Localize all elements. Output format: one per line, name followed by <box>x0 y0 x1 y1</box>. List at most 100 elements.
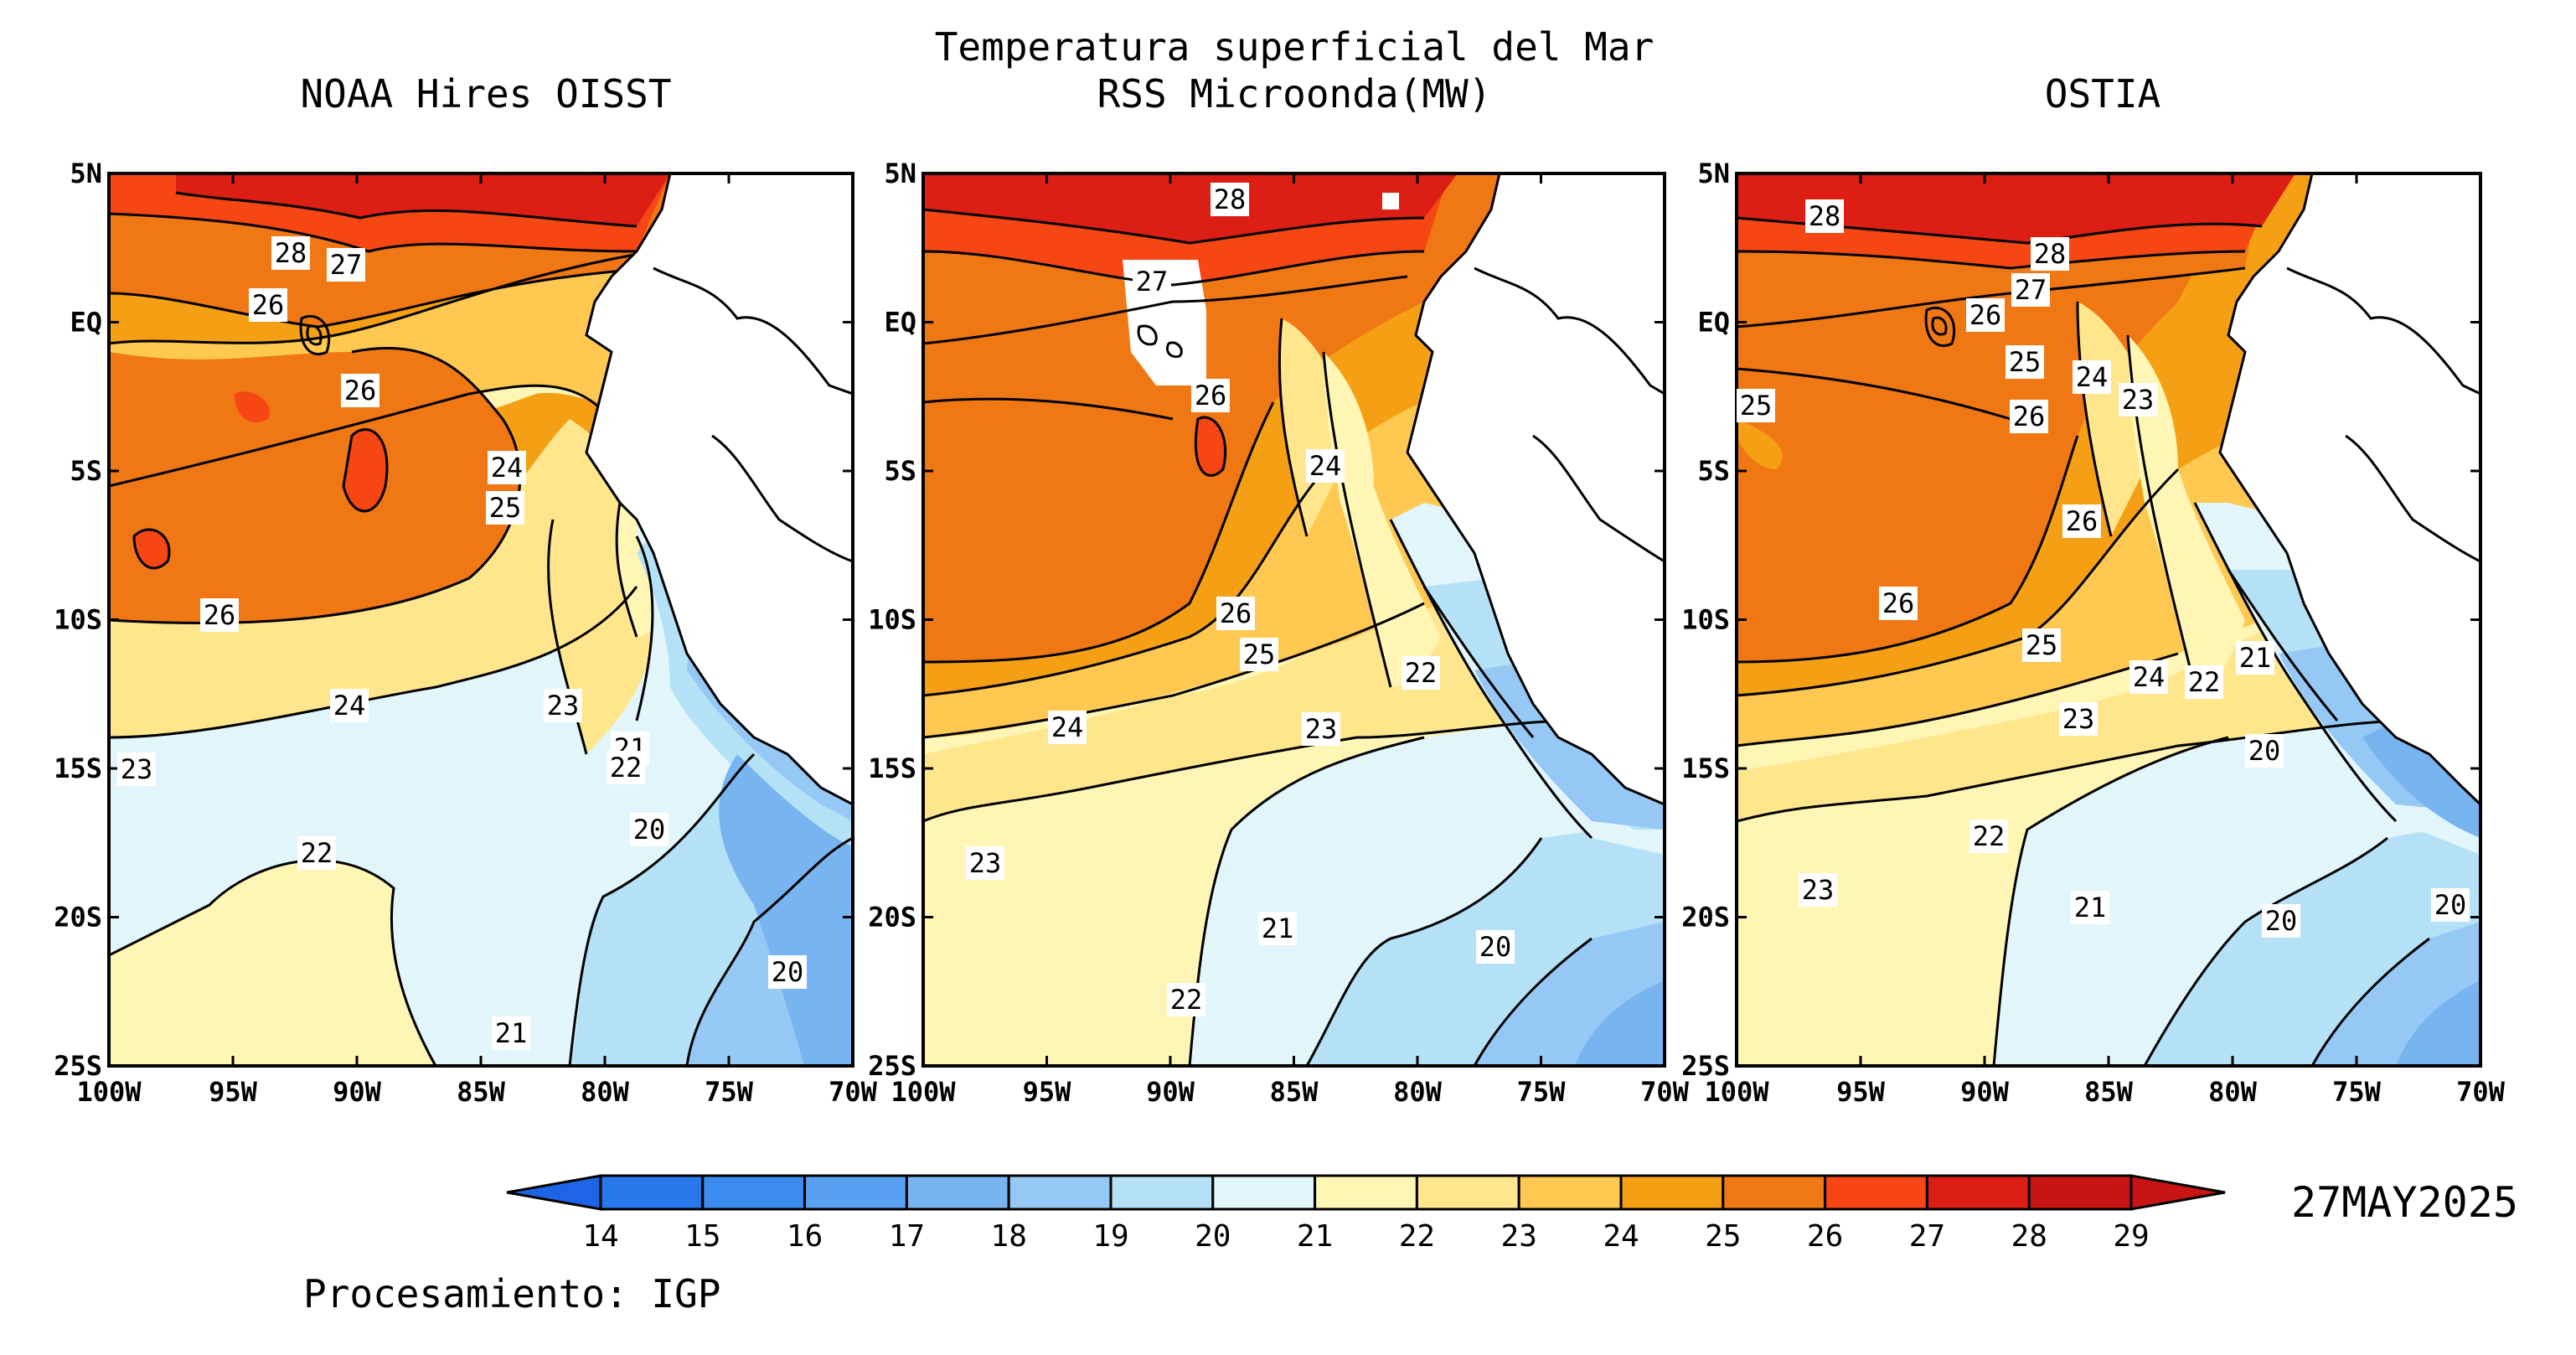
y-tick-label: 10S <box>1681 604 1730 636</box>
contour-label: 26 <box>252 289 285 321</box>
colorbar-tick-label: 14 <box>582 1219 618 1254</box>
colorbar-segment <box>1722 1174 1827 1211</box>
x-tick-label: 90W <box>333 1076 382 1108</box>
x-tick-label: 80W <box>1393 1076 1443 1108</box>
colorbar-segment <box>1109 1174 1215 1211</box>
contour-label: 20 <box>2248 735 2281 767</box>
colorbar-segment <box>1925 1174 2031 1211</box>
colorbar-segment <box>1619 1174 1725 1211</box>
y-tick-label: 25S <box>1681 1050 1730 1082</box>
colorbar-tick-label: 28 <box>2011 1219 2047 1254</box>
colorbar-segment <box>803 1174 908 1211</box>
contour-label: 26 <box>344 375 377 406</box>
x-tick-label: 70W <box>2456 1076 2506 1108</box>
colorbar-arrow-left <box>506 1174 602 1211</box>
colorbar-segment <box>1211 1174 1317 1211</box>
contour-label: 25 <box>2009 346 2042 378</box>
colorbar-segment <box>2027 1174 2133 1211</box>
contour-label: 23 <box>2122 384 2155 416</box>
colorbar-segment <box>905 1174 1010 1211</box>
contour-label: 24 <box>1051 711 1084 743</box>
x-tick-label: 75W <box>2332 1076 2382 1108</box>
y-tick-label: 15S <box>1681 752 1730 784</box>
colorbar-tick-label: 18 <box>991 1219 1027 1254</box>
processing-credit: Procesamiento: IGP <box>303 1271 721 1316</box>
contour-label: 27 <box>1136 266 1169 297</box>
contour-label: 27 <box>2015 274 2047 306</box>
colorbar-tick-label: 16 <box>787 1219 823 1254</box>
colorbar-segment <box>1517 1174 1623 1211</box>
colorbar-tick-label: 19 <box>1092 1219 1128 1254</box>
contour-label: 20 <box>2434 889 2467 921</box>
y-tick-label: 5S <box>1697 455 1730 487</box>
contour-labels-rss: 28 27 26 24 26 25 24 23 22 23 21 22 20 <box>966 183 1515 1016</box>
y-tick-label: 20S <box>1681 902 1730 934</box>
colorbar-tick-label: 29 <box>2113 1219 2149 1254</box>
y-tick-label: EQ <box>1697 307 1730 339</box>
main-title: Temperatura superficial del Mar <box>935 24 1655 70</box>
colorbar-tick-label: 17 <box>889 1219 925 1254</box>
colorbar-segment <box>1314 1174 1418 1211</box>
colorbar-segment <box>1007 1174 1112 1211</box>
contour-label: 27 <box>330 249 363 281</box>
contour-label: 26 <box>2013 401 2046 432</box>
contour-label: 21 <box>2074 892 2107 923</box>
contour-label: 23 <box>969 847 1002 879</box>
y-tick-label: 5N <box>1697 158 1730 189</box>
map-panel-ostia: 100W 95W 90W 85W 80W 75W 70W 5N EQ 5S 10S 15S 20S 25S… <box>1681 158 2505 1108</box>
x-tick-label: 100W <box>891 1076 956 1108</box>
y-tick-label: 5N <box>884 158 916 189</box>
contour-label: 26 <box>1220 597 1252 629</box>
y-tick-label: EQ <box>884 307 916 339</box>
panel-title-ostia: OSTIA <box>2045 71 2160 116</box>
contour-label: 20 <box>1479 931 1512 963</box>
x-tick-label: 90W <box>1960 1076 2010 1108</box>
contour-label: 21 <box>1262 913 1294 944</box>
contour-label: 25 <box>489 492 522 524</box>
panel-title-noaa: NOAA Hires OISST <box>300 71 671 116</box>
color-scale-legend: 14 15 16 17 18 19 20 21 22 23 24 25 26 27 28 29 <box>506 1174 2226 1254</box>
contour-label: 23 <box>547 690 580 721</box>
contour-label: 24 <box>2076 361 2109 393</box>
colorbar-tick-label: 20 <box>1195 1219 1231 1254</box>
colorbar-tick-label: 23 <box>1501 1219 1537 1254</box>
colorbar-tick-label: 22 <box>1399 1219 1435 1254</box>
date-label: 27MAY2025 <box>2291 1178 2518 1227</box>
colorbar-tick-label: 15 <box>684 1219 720 1254</box>
contour-label: 25 <box>1243 639 1276 670</box>
contour-label: 22 <box>610 752 643 784</box>
colorbar-segment <box>599 1174 705 1211</box>
contour-label: 23 <box>1802 874 1835 906</box>
contour-label: 22 <box>2188 666 2221 698</box>
map-panel-noaa: 100W 95W 90W 85W 80W 75W 70W 5N EQ 5S 10S 15S 20S 25S… <box>54 158 877 1108</box>
y-tick-label: 20S <box>868 902 916 934</box>
colorbar-tick-label: 21 <box>1297 1219 1333 1254</box>
y-tick-label: 10S <box>868 604 916 636</box>
colorbar-tick-label: 27 <box>1909 1219 1945 1254</box>
contour-label: 20 <box>772 956 804 988</box>
contour-label: 24 <box>491 452 524 484</box>
y-tick-label: EQ <box>70 307 102 339</box>
contour-label: 22 <box>1405 657 1438 689</box>
y-tick-label: 5N <box>70 158 102 189</box>
contour-label: 28 <box>1214 184 1247 215</box>
colorbar-tick-label: 26 <box>1807 1219 1843 1254</box>
axis-ticks-rss: 100W 95W 90W 85W 80W 75W 70W 5N EQ 5S 10S 15S 20S 25S <box>868 158 1689 1108</box>
colorbar-segment <box>701 1174 807 1211</box>
contour-label: 25 <box>1740 390 1773 421</box>
contour-label: 23 <box>2062 703 2095 735</box>
map-panel-rss: 100W 95W 90W 85W 80W 75W 70W 5N EQ 5S 10S 15S 20S 25S… <box>868 158 1689 1108</box>
colorbar-arrow-right <box>2129 1174 2226 1211</box>
contour-label: 23 <box>121 753 153 785</box>
x-tick-label: 75W <box>1517 1076 1567 1108</box>
x-tick-label: 85W <box>1270 1076 1319 1108</box>
contour-label: 21 <box>495 1017 528 1049</box>
y-tick-label: 25S <box>54 1050 102 1082</box>
x-tick-label: 75W <box>705 1076 754 1108</box>
axis-ticks-noaa: 100W 95W 90W 85W 80W 75W 70W 5N EQ 5S 10S 15S 20S 25S <box>54 158 877 1108</box>
contour-label: 26 <box>2066 505 2098 537</box>
contour-label: 26 <box>1969 299 2002 331</box>
y-tick-label: 25S <box>868 1050 916 1082</box>
